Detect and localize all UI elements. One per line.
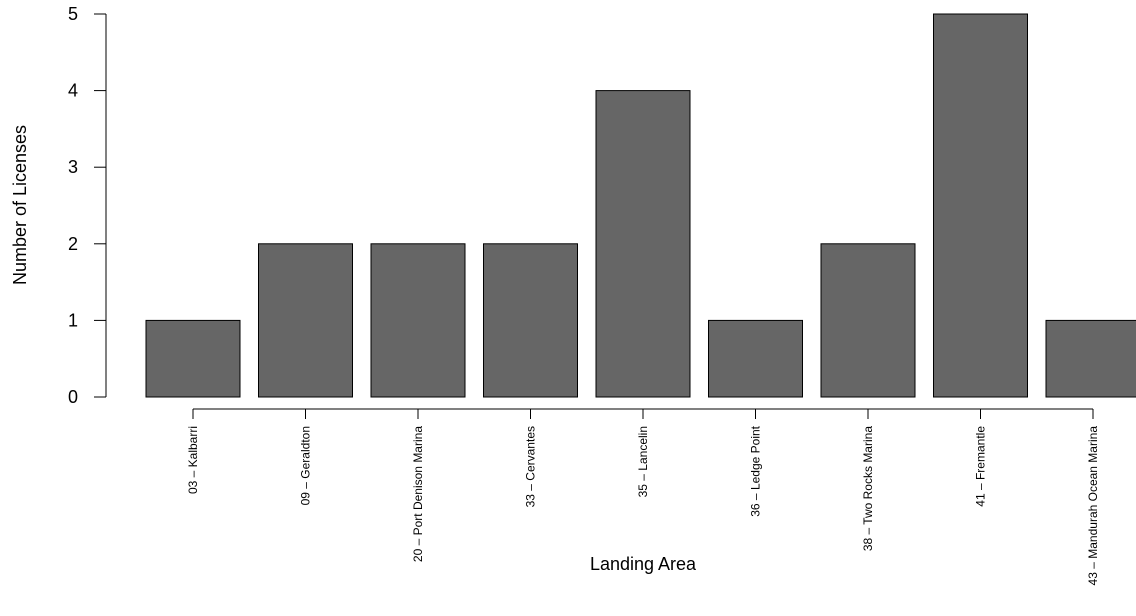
x-tick-label: 33 – Cervantes [524, 426, 538, 507]
x-tick-label: 36 – Ledge Point [749, 425, 763, 516]
y-tick-label: 1 [68, 310, 78, 330]
bar [370, 243, 466, 398]
y-tick-label: 4 [68, 81, 78, 101]
bar [708, 319, 803, 398]
bar [483, 243, 578, 398]
bar [258, 243, 353, 398]
x-tick-label: 03 – Kalbarri [186, 426, 200, 494]
bar [145, 319, 241, 398]
bars-group [145, 13, 1136, 398]
y-axis: 0 1 2 3 4 5 [68, 4, 107, 407]
y-tick-label: 0 [68, 387, 78, 407]
y-tick-label: 3 [68, 157, 78, 177]
x-axis-title: Landing Area [590, 554, 697, 574]
x-tick-label: 09 – Geraldton [299, 426, 313, 505]
x-tick-label: 20 – Port Denison Marina [411, 426, 425, 562]
x-tick-label: 43 – Mandurah Ocean Marina [1086, 426, 1100, 586]
y-tick-label: 5 [68, 4, 78, 24]
bar [820, 243, 916, 398]
bar [1045, 319, 1136, 398]
y-axis-title: Number of Licenses [10, 125, 30, 285]
x-axis: 03 – Kalbarri 09 – Geraldton 20 – Port Den… [186, 408, 1100, 586]
x-tick-label: 41 – Fremantle [974, 426, 988, 507]
bar [933, 13, 1028, 398]
x-tick-label: 35 – Lancelin [636, 426, 650, 497]
bar [595, 90, 691, 398]
y-tick-label: 2 [68, 234, 78, 254]
x-tick-label: 38 – Two Rocks Marina [861, 426, 875, 551]
